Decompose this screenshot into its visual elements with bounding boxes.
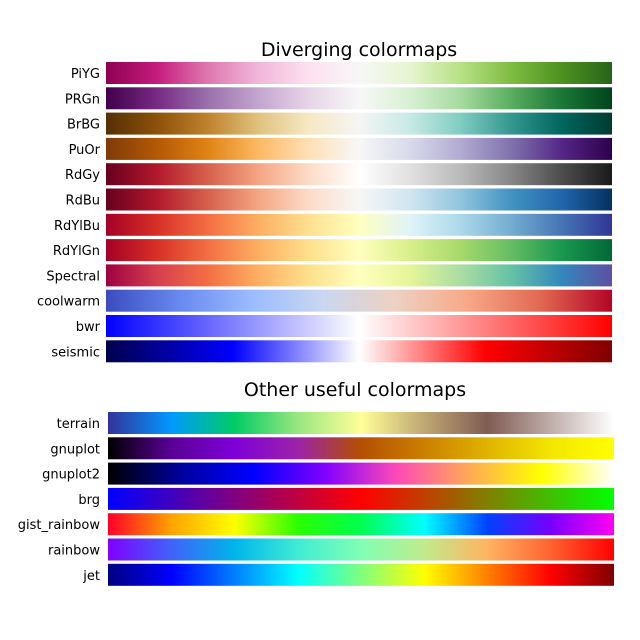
colormap-bar-gist-rainbow (108, 513, 614, 536)
colormap-label: rainbow (48, 544, 100, 559)
colormap-label: coolwarm (37, 295, 100, 310)
colormap-bar-piyg (106, 62, 612, 84)
colormap-label: RdYlBu (54, 219, 100, 234)
colormap-bar-brg (108, 487, 614, 510)
colormap-bar-rdgy (106, 163, 612, 186)
colormap-label: PiYG (71, 67, 100, 82)
colormap-bar-rdbu (106, 188, 612, 211)
colormap-bar-rainbow (108, 538, 614, 561)
colormap-bar-rdylgn (106, 239, 612, 262)
colormap-label: terrain (57, 417, 100, 432)
colormap-bar-terrain (108, 412, 614, 434)
colormap-bar-brbg (106, 112, 612, 135)
other-colormaps-panel: Other useful colormaps terrain gnuplot gnup… (18, 379, 614, 586)
panel-title: Other useful colormaps (244, 379, 466, 401)
diverging-colormaps-panel: Diverging colormaps PiYG PRGn BrBG PuOr RdGy R… (37, 39, 612, 363)
colormap-bar-bwr (106, 315, 612, 337)
colormap-label: RdGy (65, 168, 100, 183)
colormap-bar-rdylbu (106, 213, 612, 236)
colormap-bar-seismic (106, 340, 612, 363)
colormap-bar-coolwarm (106, 289, 612, 312)
colormap-bar-spectral (106, 264, 612, 287)
colormap-label: bwr (76, 320, 101, 335)
panel-title: Diverging colormaps (261, 39, 457, 61)
colormap-label: seismic (51, 345, 100, 360)
colormap-label: BrBG (67, 118, 100, 133)
colormap-label: gist_rainbow (18, 518, 101, 533)
colormap-label: RdYlGn (53, 244, 100, 259)
colormap-label: Spectral (46, 269, 100, 284)
colormap-label: brg (78, 493, 100, 508)
colormap-label: jet (82, 569, 100, 584)
colormap-bar-gnuplot2 (108, 462, 614, 485)
colormap-bar-jet (108, 563, 614, 586)
colormap-label: PuOr (69, 143, 101, 158)
colormap-label: gnuplot (50, 442, 100, 457)
colormap-bar-puor (106, 137, 612, 160)
colormap-bar-prgn (106, 87, 612, 110)
colormap-label: PRGn (65, 92, 100, 107)
colormap-label: gnuplot2 (42, 468, 100, 483)
colormap-label: RdBu (66, 194, 100, 209)
colormap-bar-gnuplot (108, 437, 614, 460)
